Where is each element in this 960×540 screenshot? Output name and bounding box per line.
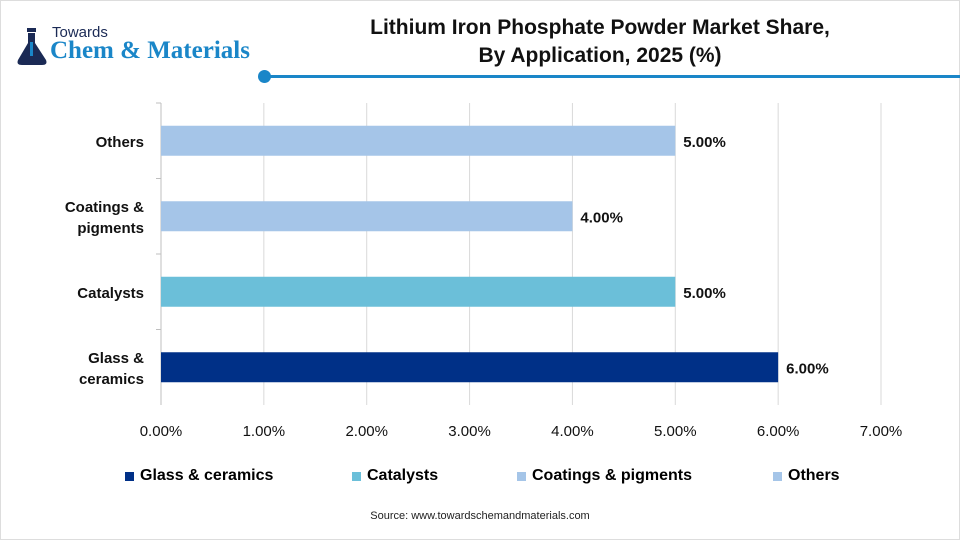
y-category-label: pigments (77, 220, 144, 237)
legend-label: Catalysts (367, 467, 439, 484)
title-rule (265, 75, 960, 78)
x-tick-label: 2.00% (345, 423, 388, 440)
bar-glass-ceramics (161, 352, 779, 383)
legend-label: Others (788, 467, 840, 484)
x-tick-label: 5.00% (654, 423, 697, 440)
source-note: Source: www.towardschemandmaterials.com (370, 510, 590, 522)
x-tick-label: 1.00% (243, 423, 286, 440)
legend-swatch (773, 471, 782, 481)
chart-title: Lithium Iron Phosphate Powder Market Sha… (290, 14, 910, 70)
x-tick-label: 6.00% (757, 423, 800, 440)
bar-coatings-pigments (161, 201, 573, 232)
y-category-label: Glass & (88, 350, 144, 367)
x-tick-label: 3.00% (448, 423, 491, 440)
x-tick-label: 4.00% (551, 423, 594, 440)
legend-item: Coatings & pigments (517, 467, 692, 485)
data-label: 4.00% (580, 209, 623, 226)
data-label: 6.00% (786, 360, 829, 377)
x-tick-label: 7.00% (860, 423, 903, 440)
legend-item: Catalysts (352, 467, 438, 485)
legend-label: Glass & ceramics (140, 467, 274, 484)
data-label: 5.00% (683, 285, 726, 302)
legend-swatch (352, 471, 361, 481)
title-rule-dot (258, 70, 271, 83)
y-category-label: Catalysts (77, 285, 144, 302)
legend-item: Glass & ceramics (125, 467, 273, 485)
legend-swatch (125, 471, 134, 481)
brand-line1: Towards (52, 24, 108, 41)
legend-label: Coatings & pigments (532, 467, 693, 484)
title-line-2: By Application, 2025 (%) (478, 44, 722, 67)
flask-icon (17, 28, 47, 65)
bar-others (161, 125, 676, 156)
bar-catalysts (161, 276, 676, 307)
legend-swatch (517, 471, 526, 481)
y-category-label: Others (96, 134, 144, 151)
y-category-label: Coatings & (65, 199, 144, 216)
legend-item: Others (773, 467, 840, 485)
x-tick-label: 0.00% (140, 423, 183, 440)
title-line-1: Lithium Iron Phosphate Powder Market Sha… (370, 16, 830, 39)
data-label: 5.00% (683, 134, 726, 151)
brand-line2: Chem & Materials (50, 37, 250, 64)
y-category-label: ceramics (79, 371, 144, 388)
